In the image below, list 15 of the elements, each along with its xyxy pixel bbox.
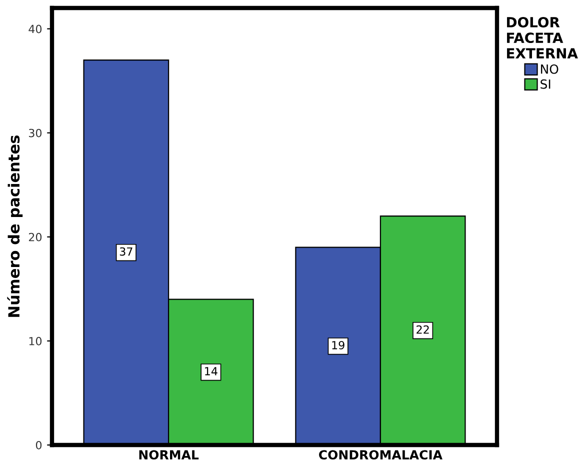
x-tick-label: CONDROMALACIA (319, 450, 442, 460)
legend-label: NO (540, 64, 558, 74)
data-label: 37 (120, 247, 132, 256)
data-label: 14 (205, 367, 218, 376)
y-tick-label: 10 (29, 336, 42, 346)
y-axis-title: Número de pacientes (7, 136, 23, 317)
data-label: 22 (416, 325, 429, 334)
y-tick-label: 0 (36, 440, 42, 450)
y-tick-label: 20 (28, 232, 42, 242)
legend-label: SI (540, 79, 550, 89)
y-tick-label: 40 (28, 24, 42, 34)
y-tick-label: 30 (28, 128, 42, 138)
x-tick-label: NORMAL (139, 450, 199, 460)
data-label: 19 (332, 340, 344, 350)
legend-title: DOLOR FACETA EXTERNA (507, 16, 578, 58)
